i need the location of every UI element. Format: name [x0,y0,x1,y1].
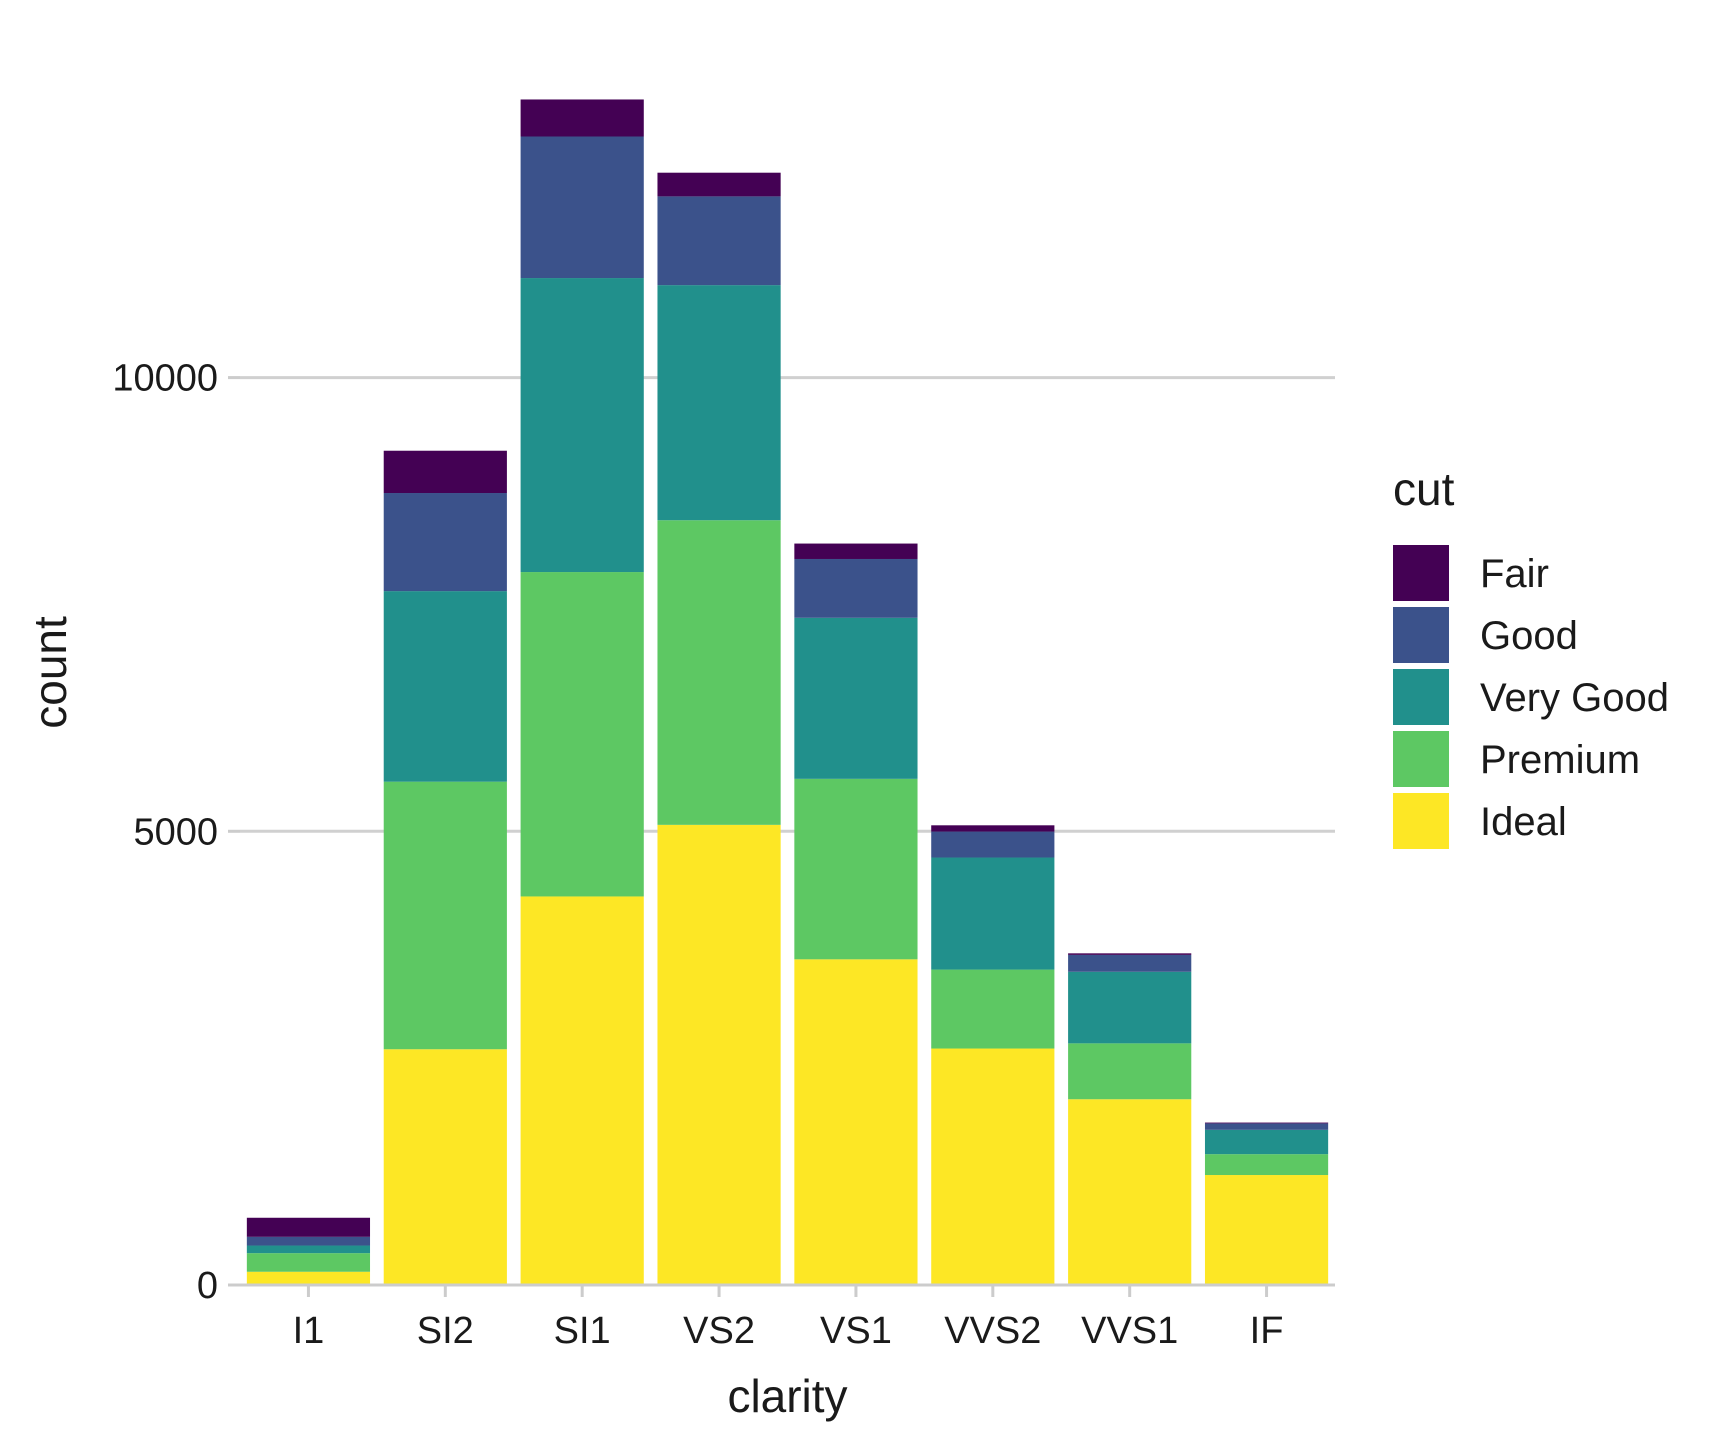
x-tick-label: SI1 [554,1310,611,1352]
bar-VS1-very-good [794,617,918,779]
legend-label: Ideal [1480,800,1567,844]
legend-swatch-good [1393,607,1449,663]
bar-I1-ideal [246,1271,371,1285]
bar-SI2-ideal [383,1049,507,1285]
bar-VVS2-premium [931,969,1055,1049]
bar-VVS1-fair [1068,953,1192,955]
bar-I1-good [246,1236,371,1246]
y-tick-label: 5000 [133,811,218,853]
bar-SI2-very-good [383,591,507,782]
legend-title: cut [1393,463,1455,515]
bar-VS2-premium [657,520,781,825]
bar-VS2-fair [657,172,781,197]
bar-VVS2-ideal [931,1048,1055,1285]
bar-VS2-good [657,196,781,286]
y-axis-title: count [24,616,76,729]
bar-SI2-premium [383,781,507,1050]
bar-SI1-very-good [520,278,644,573]
bar-SI1-fair [520,99,644,137]
y-tick-label: 10000 [112,358,218,400]
legend-label: Premium [1480,738,1640,782]
bar-SI2-good [383,493,507,592]
x-tick-label: I1 [293,1310,325,1352]
bar-I1-fair [246,1217,371,1237]
bar-VS1-ideal [794,959,918,1285]
bar-SI1-ideal [520,896,644,1285]
legend-swatch-fair [1393,545,1449,601]
legend-swatch-ideal [1393,793,1449,849]
legend-label: Good [1480,614,1578,658]
bar-VVS2-very-good [931,857,1055,970]
legend-label: Fair [1480,552,1549,596]
bar-IF-premium [1204,1154,1329,1176]
x-tick-label: VVS2 [944,1310,1041,1352]
x-tick-label: VS2 [683,1310,755,1352]
legend-label: Very Good [1480,676,1669,720]
bars [246,99,1329,1285]
x-tick-label: VS1 [820,1310,892,1352]
bar-IF-ideal [1204,1175,1329,1285]
bar-VVS1-very-good [1068,971,1192,1044]
bar-VS1-good [794,558,918,618]
bar-IF-fair [1204,1122,1329,1124]
bar-VS1-fair [794,543,918,559]
bar-SI2-fair [383,450,507,494]
axes: 0 5000 10000 I1 SI2 SI1 VS2 VS1 VVS2 VVS1 IF [112,358,1335,1352]
bar-VVS2-fair [931,825,1055,832]
bar-SI1-good [520,136,644,279]
bar-IF-good [1204,1123,1329,1130]
bar-VVS1-premium [1068,1043,1192,1100]
bar-VS2-very-good [657,285,781,521]
bar-IF-very-good [1204,1129,1329,1155]
bar-VVS1-ideal [1068,1099,1192,1285]
bar-SI1-premium [520,572,644,897]
legend: cut Fair Good Very Good Premium Ideal [1393,463,1669,849]
bar-I1-premium [246,1253,371,1272]
x-axis-title: clarity [727,1370,847,1422]
bar-VVS2-good [931,831,1055,858]
x-tick-label: IF [1250,1310,1284,1352]
bar-VS2-ideal [657,824,781,1285]
bar-VVS1-good [1068,954,1192,972]
x-tick-label: SI2 [417,1310,474,1352]
bar-I1-very-good [246,1245,371,1254]
legend-swatch-premium [1393,731,1449,787]
legend-swatch-very-good [1393,669,1449,725]
x-tick-label: VVS1 [1081,1310,1178,1352]
bar-VS1-premium [794,778,918,960]
y-tick-label: 0 [197,1265,218,1307]
